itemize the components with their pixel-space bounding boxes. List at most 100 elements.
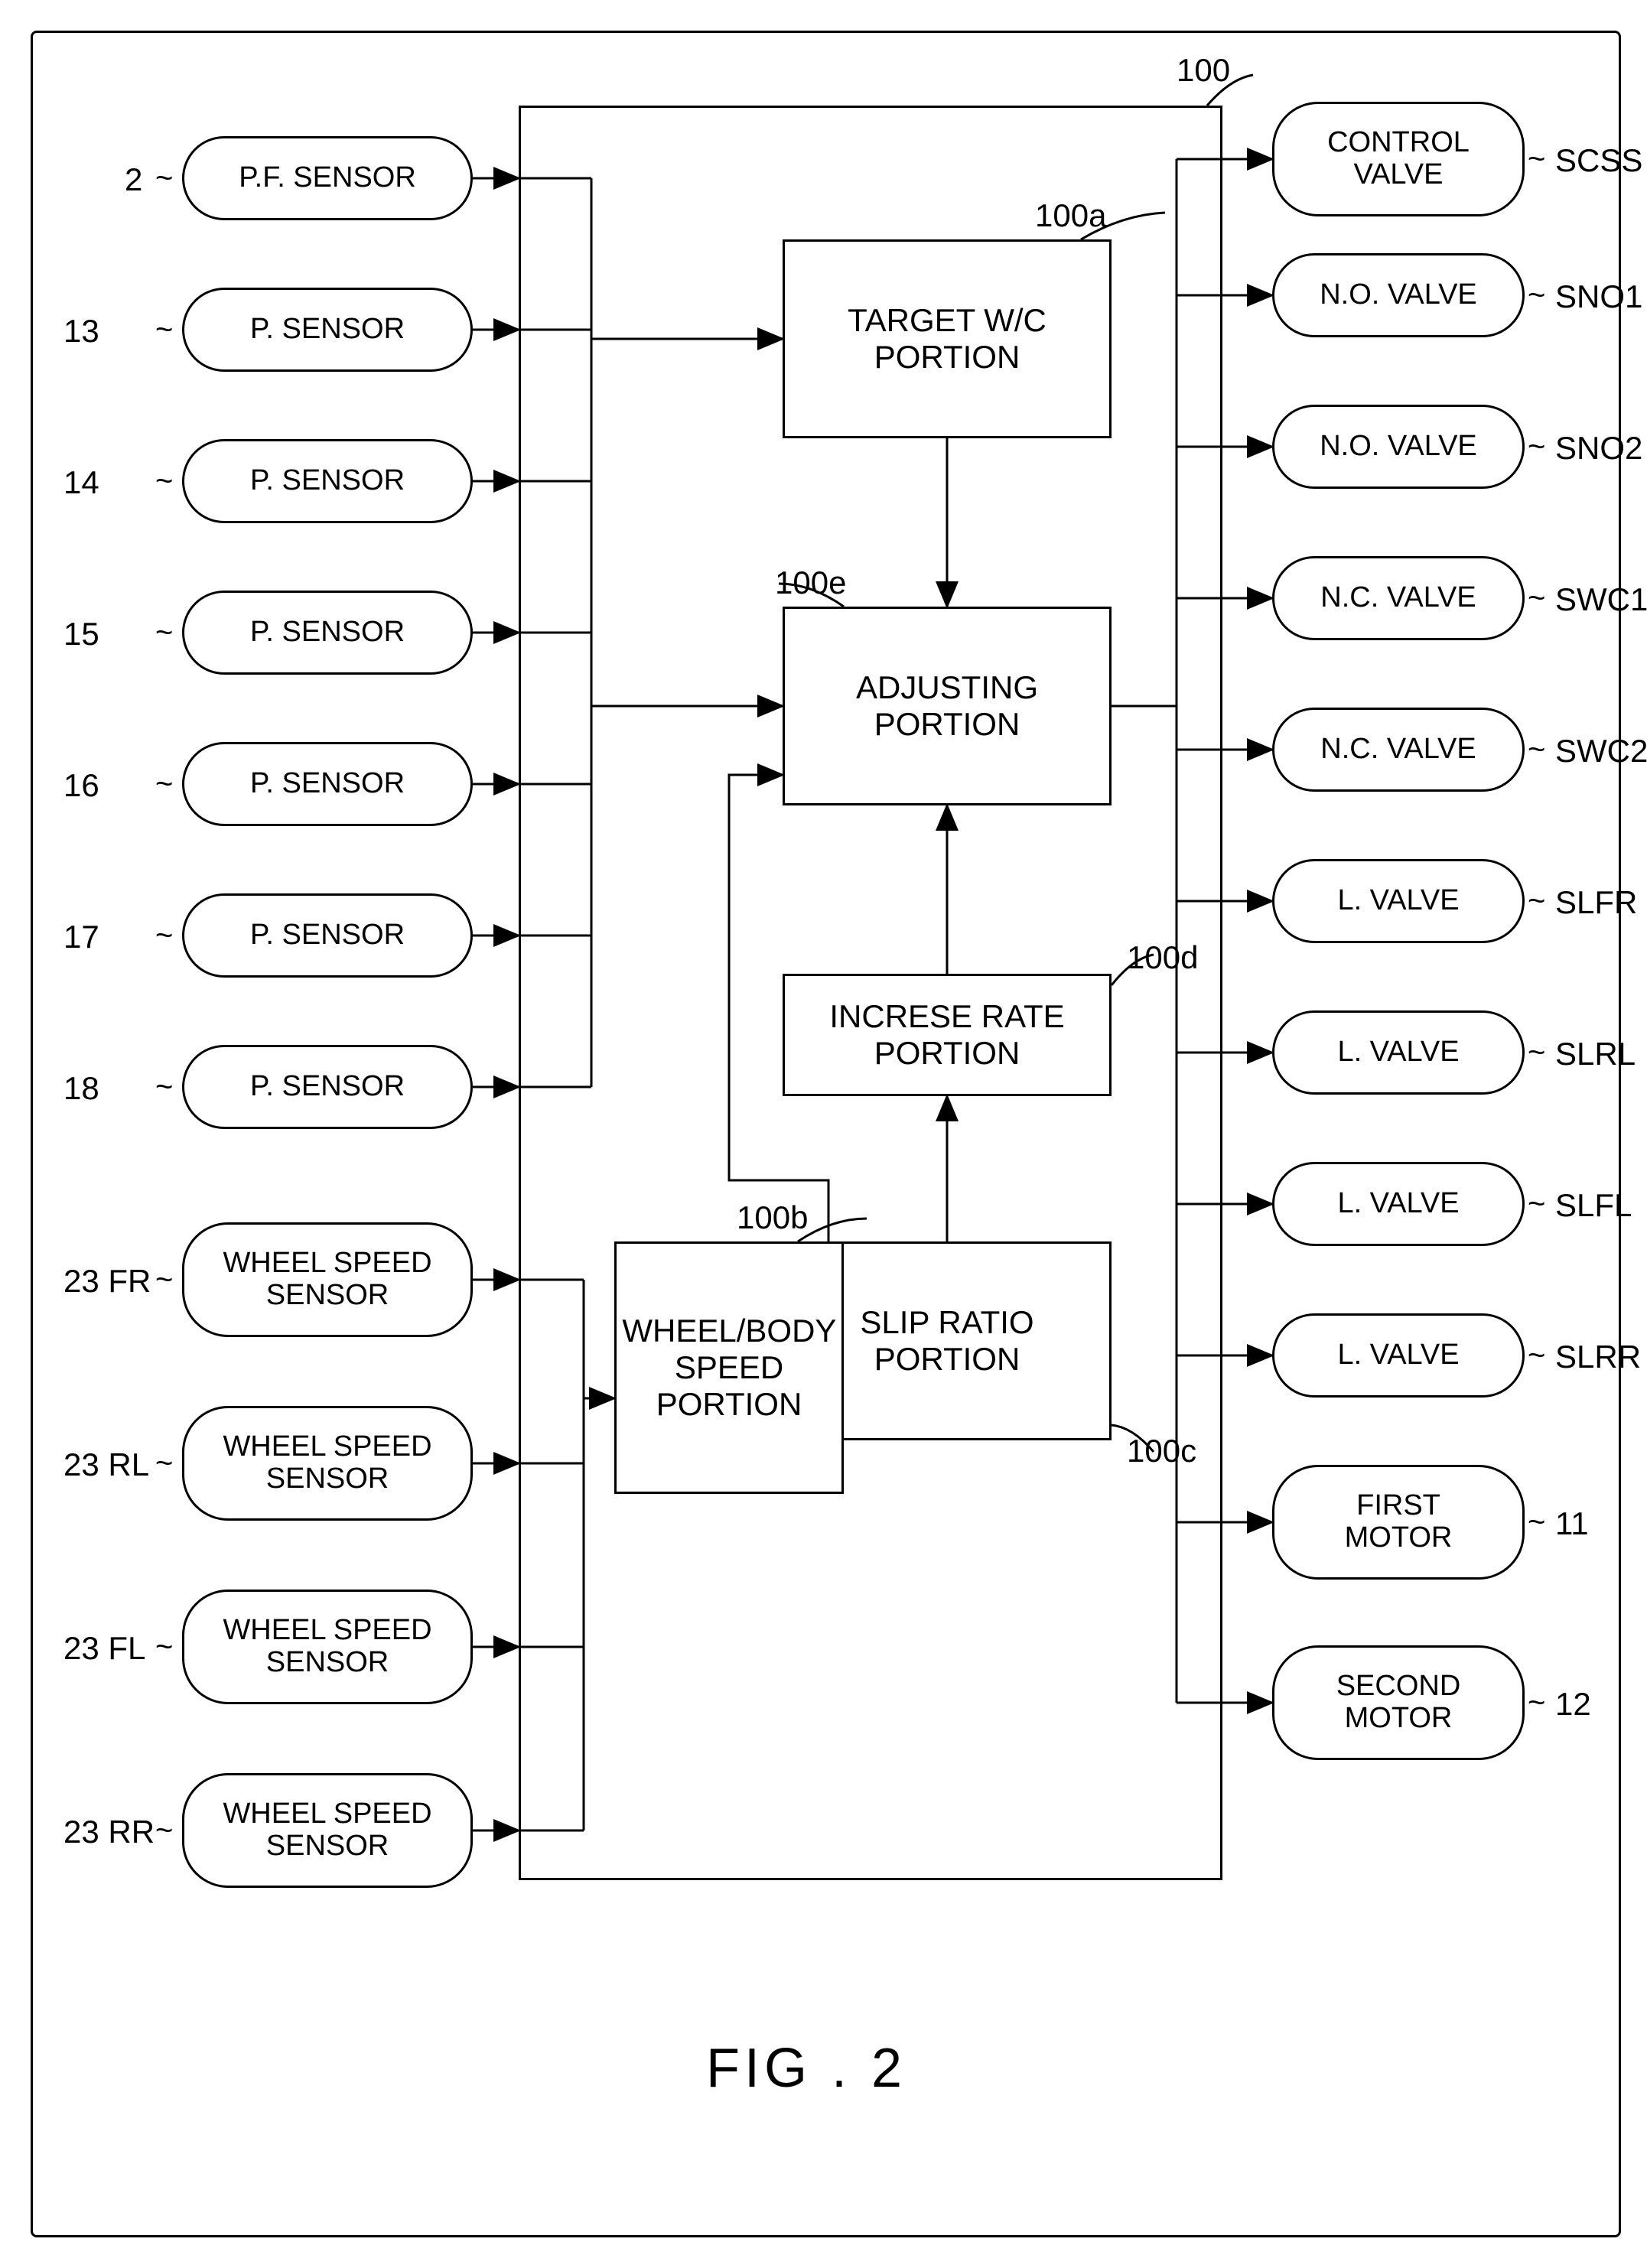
pill-text: SENSOR <box>266 1647 389 1679</box>
output-ref-out4: SWC2 <box>1555 733 1647 770</box>
output-pill-out9: FIRSTMOTOR <box>1272 1465 1525 1580</box>
input-ref-in8: 23 RL <box>63 1446 149 1483</box>
tilde-in1: ~ <box>155 313 173 347</box>
input-ref-in9: 23 FL <box>63 1630 145 1667</box>
tilde-in4: ~ <box>155 767 173 802</box>
pill-text: VALVE <box>1354 159 1444 191</box>
input-ref-in7: 23 FR <box>63 1263 151 1300</box>
input-pill-in5: P. SENSOR <box>182 893 473 978</box>
pill-text: L. VALVE <box>1337 1188 1459 1220</box>
pill-text: P. SENSOR <box>250 617 405 649</box>
output-ref-out10: 12 <box>1555 1686 1591 1723</box>
input-ref-in0: 2 <box>125 161 142 198</box>
tilde-in6: ~ <box>155 1070 173 1105</box>
output-ref-out1: SNO1 <box>1555 278 1642 315</box>
input-pill-in3: P. SENSOR <box>182 591 473 675</box>
pill-text: P. SENSOR <box>250 919 405 952</box>
output-ref-out3: SWC1 <box>1555 581 1647 618</box>
output-pill-out5: L. VALVE <box>1272 859 1525 943</box>
tilde-out-out10: ~ <box>1528 1686 1545 1720</box>
tilde-out-out0: ~ <box>1528 142 1545 177</box>
output-ref-out2: SNO2 <box>1555 430 1642 467</box>
output-pill-out8: L. VALVE <box>1272 1313 1525 1398</box>
tilde-out-out4: ~ <box>1528 733 1545 767</box>
input-ref-in3: 15 <box>63 616 99 652</box>
block-label: WHEEL/BODY SPEED PORTION <box>622 1313 835 1424</box>
block-label: TARGET W/C PORTION <box>793 302 1102 376</box>
tilde-in7: ~ <box>155 1263 173 1297</box>
tilde-in3: ~ <box>155 616 173 650</box>
pill-text: WHEEL SPEED <box>223 1431 431 1463</box>
block-increase-rate: INCRESE RATE PORTION <box>783 974 1112 1096</box>
tilde-in0: ~ <box>155 161 173 196</box>
ref-label-target: 100a <box>1035 197 1106 234</box>
block-target-wc: TARGET W/C PORTION <box>783 239 1112 438</box>
tilde-in5: ~ <box>155 919 173 953</box>
input-pill-in10: WHEEL SPEEDSENSOR <box>182 1773 473 1888</box>
output-pill-out6: L. VALVE <box>1272 1010 1525 1095</box>
output-pill-out10: SECONDMOTOR <box>1272 1645 1525 1760</box>
tilde-out-out6: ~ <box>1528 1036 1545 1070</box>
tilde-in10: ~ <box>155 1814 173 1848</box>
pill-text: L. VALVE <box>1337 1339 1459 1372</box>
tilde-out-out9: ~ <box>1528 1505 1545 1540</box>
input-pill-in8: WHEEL SPEEDSENSOR <box>182 1406 473 1521</box>
input-ref-in10: 23 RR <box>63 1814 155 1850</box>
input-pill-in1: P. SENSOR <box>182 288 473 372</box>
pill-text: P. SENSOR <box>250 1071 405 1103</box>
pill-text: N.O. VALVE <box>1320 279 1477 311</box>
input-ref-in4: 16 <box>63 767 99 804</box>
pill-text: WHEEL SPEED <box>223 1615 431 1647</box>
output-ref-out7: SLFL <box>1555 1187 1632 1224</box>
tilde-out-out3: ~ <box>1528 581 1545 616</box>
pill-text: P. SENSOR <box>250 768 405 800</box>
ref-label-adjust: 100e <box>775 565 846 601</box>
pill-text: CONTROL <box>1327 127 1470 159</box>
output-ref-out9: 11 <box>1555 1505 1589 1542</box>
input-pill-in9: WHEEL SPEEDSENSOR <box>182 1590 473 1704</box>
ref-label-speed: 100b <box>737 1199 808 1236</box>
output-ref-out6: SLRL <box>1555 1036 1636 1072</box>
tilde-out-out5: ~ <box>1528 884 1545 919</box>
output-pill-out4: N.C. VALVE <box>1272 708 1525 792</box>
figure-canvas: TARGET W/C PORTION ADJUSTING PORTION INC… <box>31 31 1621 2237</box>
output-ref-out8: SLRR <box>1555 1339 1641 1375</box>
input-pill-in4: P. SENSOR <box>182 742 473 826</box>
block-label: ADJUSTING PORTION <box>793 669 1102 744</box>
output-pill-out2: N.O. VALVE <box>1272 405 1525 489</box>
ref-label-increase: 100d <box>1127 939 1198 976</box>
input-ref-in2: 14 <box>63 464 99 501</box>
output-pill-out7: L. VALVE <box>1272 1162 1525 1246</box>
pill-text: SENSOR <box>266 1830 389 1863</box>
tilde-out-out8: ~ <box>1528 1339 1545 1373</box>
pill-text: WHEEL SPEED <box>223 1248 431 1280</box>
tilde-out-out1: ~ <box>1528 278 1545 313</box>
pill-text: MOTOR <box>1345 1522 1453 1554</box>
tilde-in8: ~ <box>155 1446 173 1481</box>
ref-label-slip: 100c <box>1127 1433 1196 1469</box>
tilde-out-out2: ~ <box>1528 430 1545 464</box>
pill-text: SENSOR <box>266 1463 389 1495</box>
pill-text: L. VALVE <box>1337 1036 1459 1069</box>
pill-text: P.F. SENSOR <box>239 162 416 194</box>
tilde-in9: ~ <box>155 1630 173 1664</box>
figure-caption: FIG . 2 <box>706 2037 907 2100</box>
output-pill-out3: N.C. VALVE <box>1272 556 1525 640</box>
pill-text: N.O. VALVE <box>1320 431 1477 463</box>
input-pill-in6: P. SENSOR <box>182 1045 473 1129</box>
output-pill-out0: CONTROLVALVE <box>1272 102 1525 216</box>
ref-label-controller: 100 <box>1177 52 1230 89</box>
input-pill-in7: WHEEL SPEEDSENSOR <box>182 1222 473 1337</box>
pill-text: P. SENSOR <box>250 314 405 346</box>
pill-text: P. SENSOR <box>250 465 405 497</box>
block-wheel-body-speed: WHEEL/BODY SPEED PORTION <box>614 1241 844 1494</box>
output-ref-out0: SCSS <box>1555 142 1642 179</box>
pill-text: SECOND <box>1336 1671 1461 1703</box>
input-ref-in1: 13 <box>63 313 99 350</box>
output-ref-out5: SLFR <box>1555 884 1637 921</box>
input-pill-in2: P. SENSOR <box>182 439 473 523</box>
block-label: INCRESE RATE PORTION <box>793 998 1102 1072</box>
block-adjusting: ADJUSTING PORTION <box>783 607 1112 805</box>
pill-text: FIRST <box>1356 1490 1440 1522</box>
tilde-out-out7: ~ <box>1528 1187 1545 1222</box>
